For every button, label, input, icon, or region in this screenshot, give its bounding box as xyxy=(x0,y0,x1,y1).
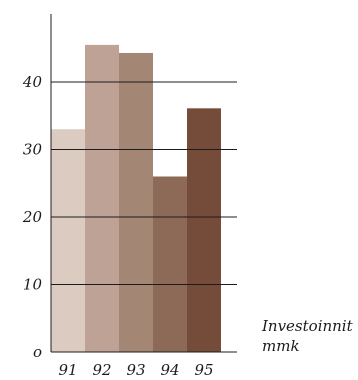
x-tick-label-93: 93 xyxy=(126,361,145,379)
y-tick-label-20: 20 xyxy=(22,208,43,226)
x-tick-label-91: 91 xyxy=(58,361,77,379)
bar-94 xyxy=(153,176,187,352)
bar-92 xyxy=(85,44,119,352)
unit-label: Investoinnit mmk xyxy=(262,316,353,356)
y-tick-label-40: 40 xyxy=(22,73,43,91)
bar-93 xyxy=(119,52,153,352)
y-tick-label-0: o xyxy=(33,343,42,361)
bar-91 xyxy=(51,129,85,352)
bars-layer xyxy=(51,44,221,352)
unit-label-line-1: Investoinnit xyxy=(262,317,353,335)
x-tick-label-95: 95 xyxy=(194,361,213,379)
unit-label-line-2: mmk xyxy=(262,337,300,355)
x-tick-label-94: 94 xyxy=(160,361,179,379)
y-tick-labels: o 10 20 30 40 xyxy=(22,73,43,361)
y-tick-label-30: 30 xyxy=(23,141,43,159)
x-tick-label-92: 92 xyxy=(92,361,111,379)
gridlines-layer xyxy=(51,81,237,285)
bar-95 xyxy=(187,108,221,352)
y-tick-label-10: 10 xyxy=(23,276,43,294)
x-tick-labels: 91 92 93 94 95 xyxy=(58,361,213,379)
